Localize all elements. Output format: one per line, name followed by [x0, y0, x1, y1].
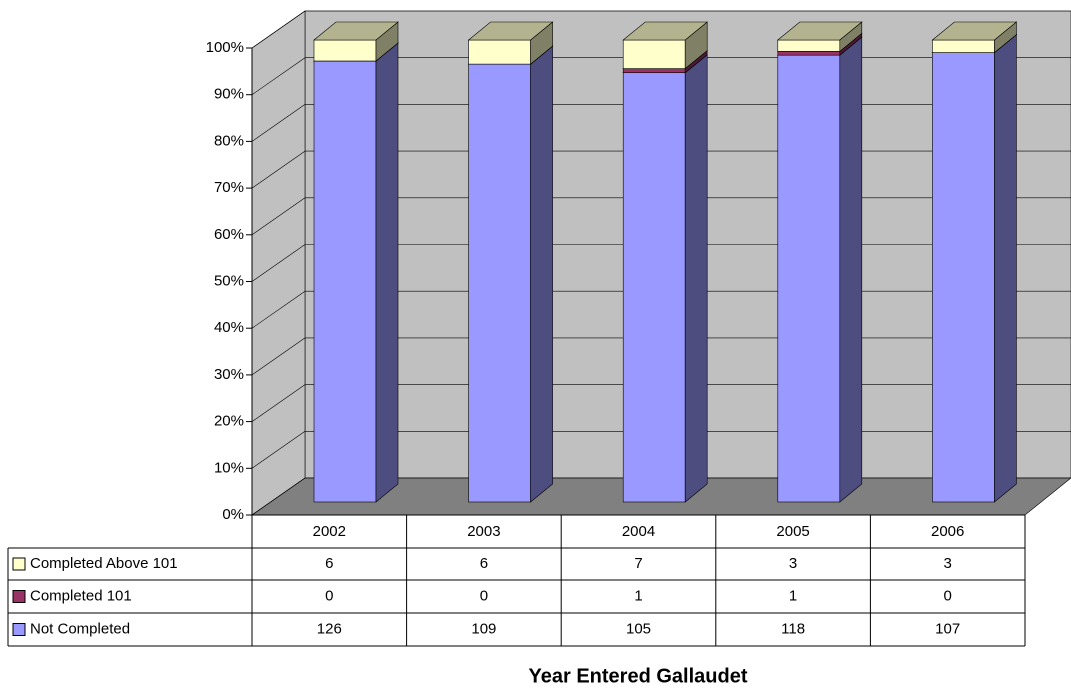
legend-label: Completed Above 101: [30, 555, 178, 572]
grid-line: [251, 477, 306, 516]
table-value: 107: [935, 620, 960, 637]
bar-front: [313, 39, 377, 62]
table-value: 109: [471, 620, 496, 637]
bar-top: [313, 21, 399, 41]
y-tick-label: 0%: [222, 506, 244, 523]
y-tick-label: 90%: [214, 86, 244, 103]
x-tick-label: 2003: [467, 523, 500, 540]
grid-line: [251, 104, 306, 142]
table-value: 126: [317, 620, 342, 637]
y-tick-label: 80%: [214, 132, 244, 149]
x-tick-label: 2006: [931, 523, 964, 540]
x-tick-label: 2004: [622, 523, 655, 540]
bar-front: [622, 68, 686, 74]
grid-line: [251, 337, 306, 376]
bar-top: [467, 21, 554, 41]
grid-line: [251, 431, 306, 469]
legend-label: Not Completed: [30, 620, 130, 637]
bar-side: [375, 42, 399, 503]
table-value: 105: [626, 620, 651, 637]
bar-front: [777, 51, 841, 56]
table-value: 0: [944, 587, 952, 604]
table-value: 1: [789, 587, 797, 604]
y-tick-label: 10%: [214, 459, 244, 476]
bar-side: [530, 45, 553, 503]
table-value: 3: [789, 555, 797, 572]
grid-line: [251, 150, 306, 189]
bar-top: [622, 21, 709, 41]
bar-front: [622, 39, 686, 69]
y-tick-label: 70%: [214, 179, 244, 196]
bar-front: [777, 54, 841, 503]
bar-top: [776, 21, 863, 41]
bar-side: [994, 33, 1017, 503]
bar-front: [622, 72, 686, 503]
table-value: 6: [325, 555, 333, 572]
legend-label: Completed 101: [30, 587, 132, 604]
table-value: 6: [480, 555, 488, 572]
y-tick-label: 100%: [206, 39, 244, 56]
bar-front: [932, 52, 995, 503]
x-axis-title: Year Entered Gallaudet: [529, 665, 748, 687]
y-tick-label: 30%: [214, 366, 244, 383]
table-value: 1: [634, 587, 642, 604]
y-tick-label: 50%: [214, 272, 244, 289]
table-value: 0: [480, 587, 488, 604]
grid-line: [251, 384, 306, 422]
bar-front: [468, 39, 531, 65]
grid-line: [251, 244, 306, 282]
bar-front: [932, 39, 995, 53]
table-value: 3: [944, 555, 952, 572]
y-tick-label: 40%: [214, 319, 244, 336]
table-value: 118: [781, 620, 805, 637]
grid-line: [251, 290, 306, 329]
grid-line: [251, 197, 306, 236]
x-tick-label: 2005: [776, 523, 809, 540]
bar-top: [931, 21, 1018, 41]
legend-key: [12, 623, 26, 636]
legend-key: [12, 590, 26, 603]
x-tick-label: 2002: [313, 523, 346, 540]
y-tick-label: 20%: [214, 413, 244, 430]
bar-front: [468, 63, 531, 503]
bar-front: [313, 60, 377, 503]
legend-key: [12, 557, 26, 571]
grid-line: [251, 10, 306, 49]
table-value: 7: [634, 555, 642, 572]
y-tick-label: 60%: [214, 226, 244, 243]
bar-side: [839, 36, 863, 503]
bar-front: [777, 39, 841, 52]
grid-line: [251, 57, 306, 95]
bar-side: [684, 54, 708, 503]
table-value: 0: [325, 587, 333, 604]
